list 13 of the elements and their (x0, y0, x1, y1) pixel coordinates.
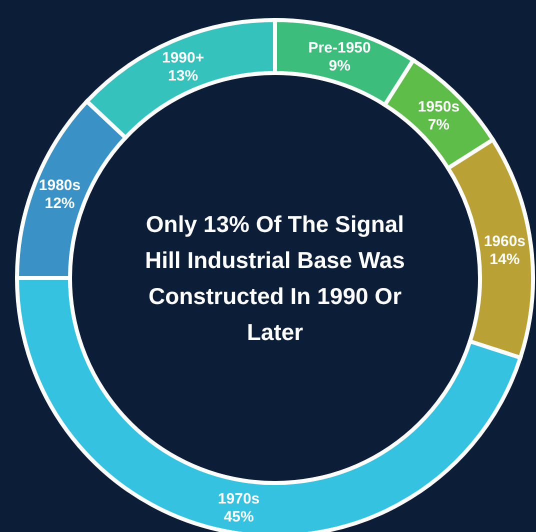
slice-label: 1950s (418, 98, 460, 116)
slice-label: Pre-1950 (308, 40, 371, 57)
data-label: 13% (168, 68, 198, 85)
data-label: 12% (44, 194, 75, 212)
slice-label: 1990+ (162, 50, 204, 67)
slice-label: 1970s (218, 490, 260, 508)
data-label: 9% (328, 58, 350, 75)
data-label: 7% (428, 116, 450, 134)
data-label: 14% (490, 250, 520, 268)
data-label: 45% (224, 508, 254, 526)
slice-label: 1980s (38, 176, 81, 194)
text: Only 13% Of The Signal Hill Industrial Base Was Constructed In 1990 Or Later (144, 210, 406, 347)
slice-label: 1960s (484, 232, 526, 250)
